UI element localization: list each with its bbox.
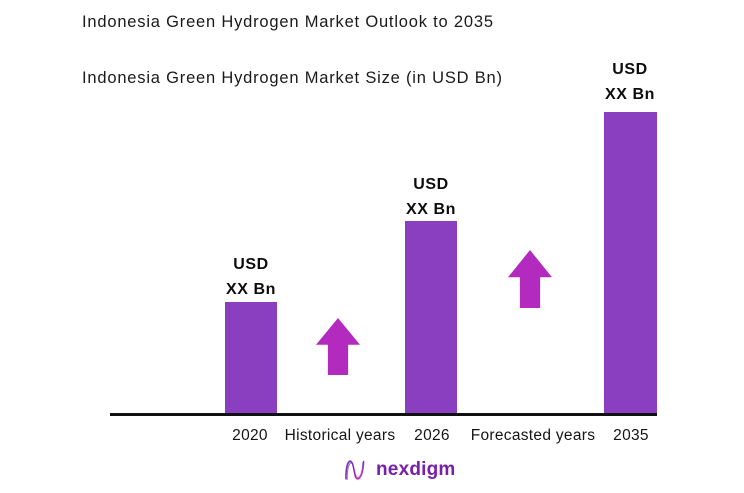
bar-value-label-2020: USD XX Bn [196, 252, 306, 302]
chart-title: Indonesia Green Hydrogen Market Outlook … [82, 13, 494, 31]
value-line-amount: XX Bn [405, 201, 457, 218]
bar-value-label-2035: USD XX Bn [575, 57, 685, 107]
x-tick-2035: 2035 [613, 427, 649, 444]
x-axis-line [110, 413, 657, 416]
up-arrow-icon [316, 318, 360, 375]
nexdigm-logo: nexdigm [343, 456, 456, 484]
x-annotation-historical-years: Historical years [284, 427, 396, 444]
logo-text: nexdigm [376, 459, 456, 480]
value-line-currency: USD [413, 176, 449, 193]
chart-subtitle: Indonesia Green Hydrogen Market Size (in… [82, 69, 503, 87]
value-line-currency: USD [233, 256, 269, 273]
up-arrow-icon [508, 250, 552, 308]
bar-2026 [405, 221, 457, 414]
bar-2035 [604, 112, 657, 414]
x-tick-2026: 2026 [414, 427, 450, 444]
value-line-currency: USD [612, 61, 648, 78]
x-tick-2020: 2020 [232, 427, 268, 444]
bar-value-label-2026: USD XX Bn [376, 172, 486, 222]
value-line-amount: XX Bn [604, 86, 656, 103]
x-annotation-forecasted-years: Forecasted years [470, 427, 596, 444]
value-line-amount: XX Bn [225, 281, 277, 298]
bar-2020 [225, 302, 277, 414]
nexdigm-n-wave-icon [344, 460, 365, 481]
